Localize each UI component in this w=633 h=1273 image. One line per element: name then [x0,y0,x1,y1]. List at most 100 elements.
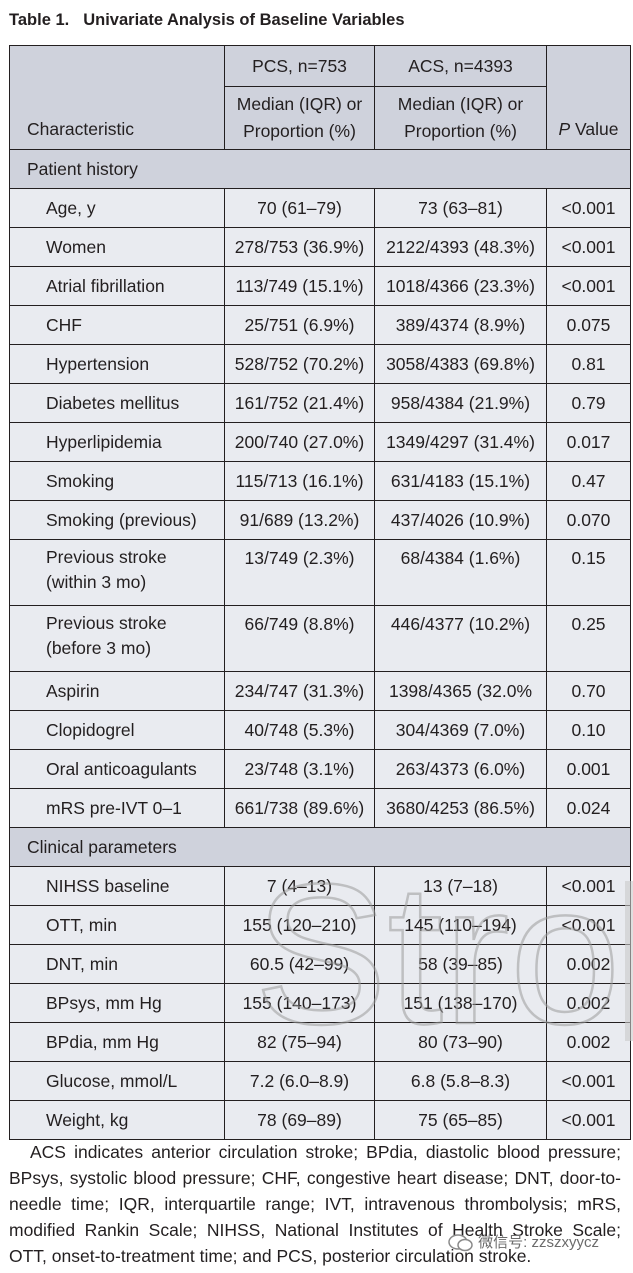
table-row: mRS pre-IVT 0–1 661/738 (89.6%) 3680/4253 … [9,788,631,828]
table-row: CHF 25/751 (6.9%) 389/4374 (8.9%) 0.075 [9,305,631,345]
row-p-value: <0.001 [546,905,631,945]
row-pcs-value: 7 (4–13) [224,866,375,906]
header-pcs-group: PCS, n=753 [224,45,375,87]
table-row: NIHSS baseline 7 (4–13) 13 (7–18) <0.001 [9,866,631,906]
table-row: Age, y 70 (61–79) 73 (63–81) <0.001 [9,188,631,228]
row-characteristic: NIHSS baseline [9,866,225,906]
row-pcs-value: 234/747 (31.3%) [224,671,375,711]
row-pcs-value: 70 (61–79) [224,188,375,228]
row-characteristic: DNT, min [9,944,225,984]
row-p-value: 0.10 [546,710,631,750]
row-acs-value: 6.8 (5.8–8.3) [374,1061,547,1101]
row-p-value: <0.001 [546,188,631,228]
row-p-value: 0.81 [546,344,631,384]
row-p-value: 0.002 [546,983,631,1023]
table-row: Previous stroke (before 3 mo) 66/749 (8.8… [9,605,631,672]
table-row: Hyperlipidemia 200/740 (27.0%) 1349/4297 (… [9,422,631,462]
row-acs-value: 58 (39–85) [374,944,547,984]
row-p-value: 0.70 [546,671,631,711]
table-row: Women 278/753 (36.9%) 2122/4393 (48.3%) <0.… [9,227,631,267]
table-row: Hypertension 528/752 (70.2%) 3058/4383 (69… [9,344,631,384]
row-characteristic: Smoking (previous) [9,500,225,540]
row-characteristic: Hyperlipidemia [9,422,225,462]
table-row: OTT, min 155 (120–210) 145 (110–194) <0.001 [9,905,631,945]
section-header-row: Clinical parameters [9,827,631,867]
row-characteristic: Women [9,227,225,267]
header-p-word: Value [570,119,619,139]
table-row: Previous stroke (within 3 mo) 13/749 (2.3… [9,539,631,606]
row-p-value: 0.25 [546,605,631,672]
table-row: Aspirin 234/747 (31.3%) 1398/4365 (32.0% 0.… [9,671,631,711]
row-p-value: 0.024 [546,788,631,828]
row-acs-value: 437/4026 (10.9%) [374,500,547,540]
row-p-value: 0.79 [546,383,631,423]
row-p-value: <0.001 [546,866,631,906]
row-acs-value: 1018/4366 (23.3%) [374,266,547,306]
row-acs-value: 13 (7–18) [374,866,547,906]
header-pcs-subtitle: Median (IQR) or Proportion (%) [224,86,375,150]
row-acs-value: 151 (138–170) [374,983,547,1023]
row-characteristic: CHF [9,305,225,345]
row-acs-value: 75 (65–85) [374,1100,547,1140]
table-row: Glucose, mmol/L 7.2 (6.0–8.9) 6.8 (5.8–8.3… [9,1061,631,1101]
row-characteristic: OTT, min [9,905,225,945]
row-pcs-value: 7.2 (6.0–8.9) [224,1061,375,1101]
row-characteristic: Previous stroke (within 3 mo) [9,539,225,606]
row-acs-value: 263/4373 (6.0%) [374,749,547,789]
row-pcs-value: 23/748 (3.1%) [224,749,375,789]
table-footnote: ACS indicates anterior circulation strok… [9,1142,621,1266]
section-label: Patient history [9,149,631,189]
header-characteristic: Characteristic [9,45,225,150]
row-acs-value: 304/4369 (7.0%) [374,710,547,750]
row-characteristic: Oral anticoagulants [9,749,225,789]
row-p-value: <0.001 [546,1061,631,1101]
row-characteristic: mRS pre-IVT 0–1 [9,788,225,828]
row-characteristic: Weight, kg [9,1100,225,1140]
row-pcs-value: 113/749 (15.1%) [224,266,375,306]
watermark-brand-text: 微信号: zzszxyycz [478,1234,600,1251]
header-acs-group: ACS, n=4393 [374,45,547,87]
table-row: Smoking 115/713 (16.1%) 631/4183 (15.1%) 0.… [9,461,631,501]
row-acs-value: 145 (110–194) [374,905,547,945]
row-characteristic: BPsys, mm Hg [9,983,225,1023]
row-p-value: <0.001 [546,1100,631,1140]
row-characteristic: BPdia, mm Hg [9,1022,225,1062]
row-pcs-value: 13/749 (2.3%) [224,539,375,606]
row-p-value: 0.070 [546,500,631,540]
row-pcs-value: 91/689 (13.2%) [224,500,375,540]
table-row: Smoking (previous) 91/689 (13.2%) 437/4026… [9,500,631,540]
table-row: BPdia, mm Hg 82 (75–94) 80 (73–90) 0.002 [9,1022,631,1062]
table-row: Atrial fibrillation 113/749 (15.1%) 1018/4… [9,266,631,306]
table-number: Table 1. [9,11,70,29]
row-pcs-value: 200/740 (27.0%) [224,422,375,462]
row-pcs-value: 155 (140–173) [224,983,375,1023]
row-p-value: 0.47 [546,461,631,501]
row-characteristic: Atrial fibrillation [9,266,225,306]
row-acs-value: 3680/4253 (86.5%) [374,788,547,828]
section-header-row: Patient history [9,149,631,189]
row-characteristic: Clopidogrel [9,710,225,750]
row-acs-value: 73 (63–81) [374,188,547,228]
row-pcs-value: 155 (120–210) [224,905,375,945]
row-characteristic: Diabetes mellitus [9,383,225,423]
row-characteristic: Glucose, mmol/L [9,1061,225,1101]
row-pcs-value: 161/752 (21.4%) [224,383,375,423]
row-acs-value: 389/4374 (8.9%) [374,305,547,345]
table-caption: Univariate Analysis of Baseline Variable… [83,11,405,29]
row-acs-value: 80 (73–90) [374,1022,547,1062]
baseline-variables-table: Characteristic PCS, n=753 ACS, n=4393 P … [9,45,631,1140]
row-pcs-value: 66/749 (8.8%) [224,605,375,672]
row-p-value: <0.001 [546,227,631,267]
row-acs-value: 3058/4383 (69.8%) [374,344,547,384]
row-p-value: 0.017 [546,422,631,462]
row-p-value: 0.15 [546,539,631,606]
row-pcs-value: 661/738 (89.6%) [224,788,375,828]
row-characteristic: Age, y [9,188,225,228]
row-p-value: <0.001 [546,266,631,306]
row-acs-value: 2122/4393 (48.3%) [374,227,547,267]
header-p-letter: P [558,119,571,139]
row-acs-value: 631/4183 (15.1%) [374,461,547,501]
row-pcs-value: 25/751 (6.9%) [224,305,375,345]
row-characteristic: Previous stroke (before 3 mo) [9,605,225,672]
table-row: Diabetes mellitus 161/752 (21.4%) 958/4384… [9,383,631,423]
